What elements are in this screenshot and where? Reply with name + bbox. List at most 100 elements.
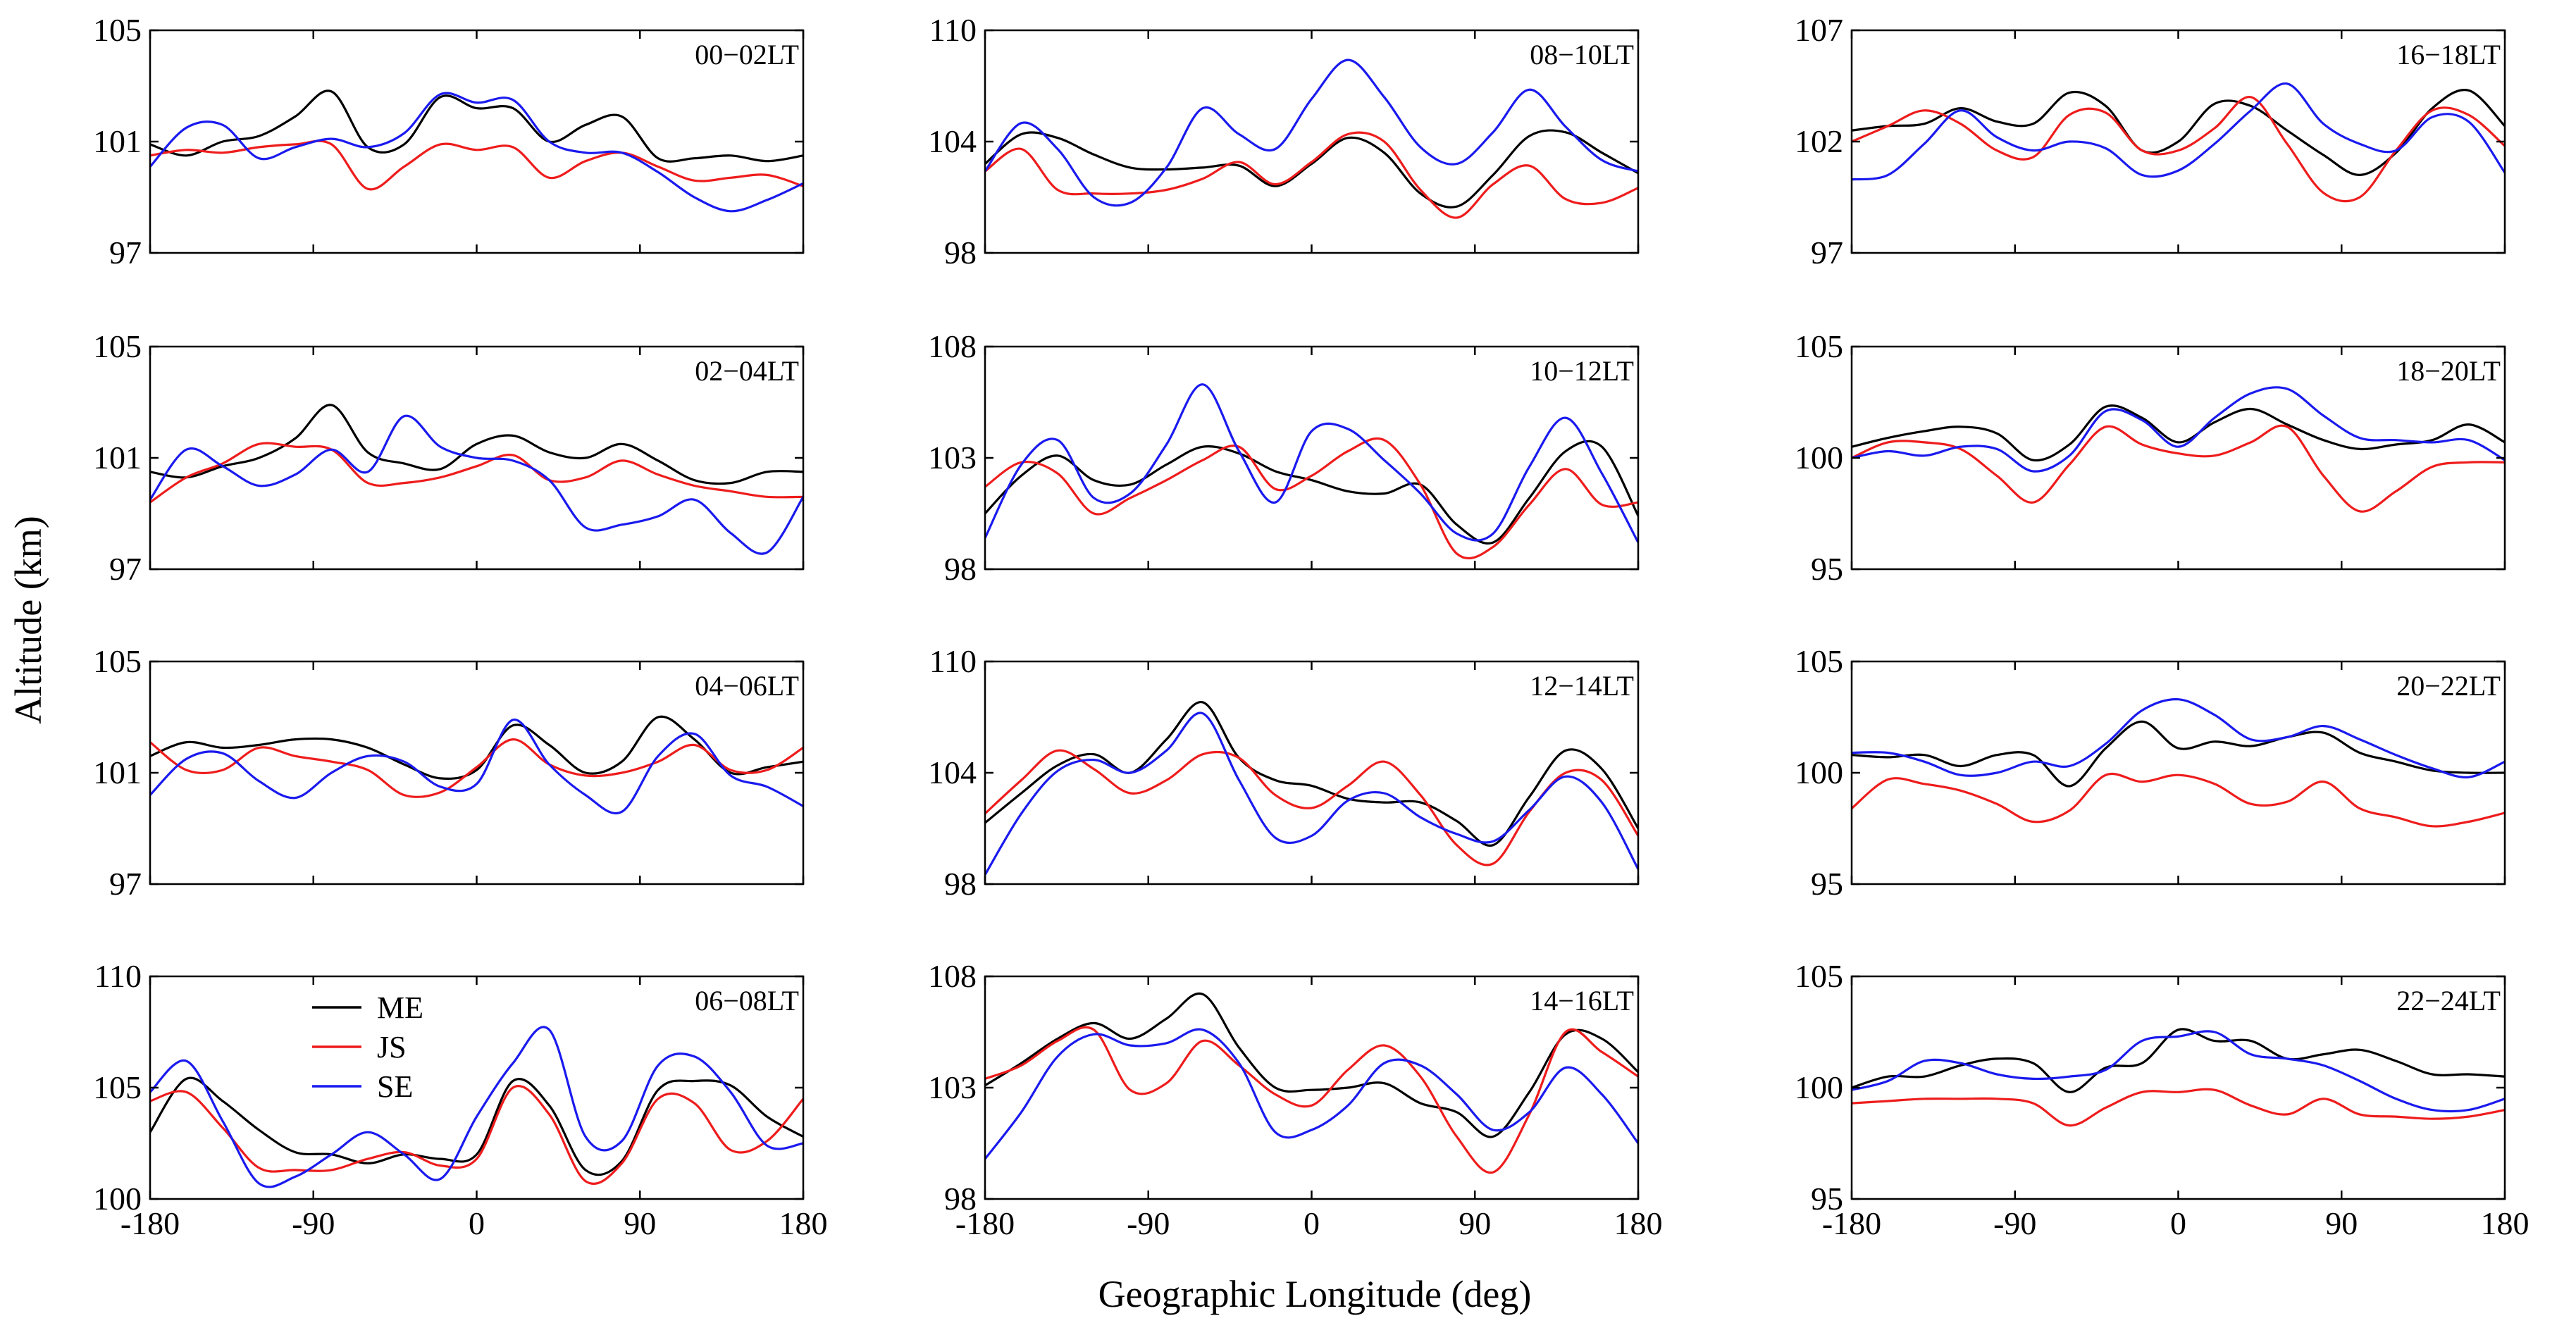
panel-p01: 97 101 105 02−04LT	[93, 328, 805, 587]
panel-label: 00−02LT	[695, 39, 799, 70]
series-line-se	[1852, 698, 2505, 779]
y-tick-label: 98	[944, 1181, 977, 1217]
series-line-js	[1852, 773, 2505, 828]
panel-p02: 97 101 105 04−06LT	[93, 643, 805, 902]
series-line-js	[1852, 96, 2505, 203]
series-line-se	[985, 1028, 1638, 1160]
series-line-me	[150, 89, 803, 163]
series-line-js	[985, 749, 1638, 866]
panel-series	[1852, 698, 2505, 828]
panel-p03: 100 105 110 -180 -90 0 90 180 06−08LT	[93, 958, 828, 1241]
y-tick-label: 105	[93, 328, 142, 364]
y-tick-label: 97	[109, 551, 142, 587]
panel-label: 12−14LT	[1530, 670, 1634, 702]
x-tick-label: 0	[2170, 1205, 2186, 1241]
series-line-se	[1852, 1030, 2505, 1113]
series-line-js	[150, 139, 803, 191]
y-tick-label: 110	[929, 643, 977, 679]
series-line-me	[985, 440, 1638, 545]
y-tick-label: 101	[93, 440, 142, 476]
panel-p22: 95 100 105 20−22LT	[1795, 643, 2506, 902]
y-tick-label: 100	[93, 1181, 142, 1217]
series-line-js	[150, 442, 803, 504]
x-tick-label: -90	[1993, 1205, 2036, 1241]
panel-series	[985, 58, 1638, 219]
series-line-me	[985, 992, 1638, 1138]
y-tick-label: 98	[944, 866, 977, 902]
x-tick-label: 0	[1304, 1205, 1320, 1241]
panel-label: 08−10LT	[1530, 39, 1634, 70]
y-tick-label: 110	[929, 12, 977, 48]
panel-p20: 97 102 107 16−18LT	[1795, 12, 2506, 271]
y-tick-label: 98	[944, 235, 977, 271]
panel-p21: 95 100 105 18−20LT	[1795, 328, 2506, 587]
y-axis-title: Altitude (km)	[7, 516, 49, 723]
panel-series	[150, 404, 803, 555]
series-line-js	[150, 1085, 803, 1186]
y-tick-label: 100	[1795, 440, 1843, 476]
panel-series	[985, 992, 1638, 1174]
panel-label: 10−12LT	[1530, 355, 1634, 387]
panel-label: 06−08LT	[695, 985, 799, 1017]
x-tick-label: 90	[2325, 1205, 2358, 1241]
y-tick-label: 105	[93, 643, 142, 679]
series-line-me	[150, 1076, 803, 1176]
panel-series	[985, 701, 1638, 876]
y-tick-label: 100	[1795, 754, 1843, 790]
series-line-me	[1852, 1028, 2505, 1093]
series-line-se	[1852, 386, 2505, 473]
x-tick-label: -180	[955, 1205, 1015, 1241]
panel-p12: 98 104 110 12−14LT	[928, 643, 1640, 902]
x-tick-label: 90	[1459, 1205, 1491, 1241]
x-tick-label: -180	[1822, 1205, 1881, 1241]
series-line-se	[985, 711, 1638, 876]
panel-label: 20−22LT	[2396, 670, 2501, 702]
y-tick-label: 105	[1795, 643, 1843, 679]
y-tick-label: 97	[109, 866, 142, 902]
x-tick-label: -90	[292, 1205, 335, 1241]
y-tick-label: 108	[928, 958, 977, 994]
panel-p23: 95 100 105 -180 -90 0 90 180 22−24LT	[1795, 958, 2529, 1241]
series-line-se	[1852, 82, 2505, 181]
y-tick-label: 105	[93, 1069, 142, 1105]
y-tick-label: 101	[93, 754, 142, 790]
legend: ME JS SE	[312, 990, 423, 1104]
panel-series	[1852, 82, 2505, 203]
panel-p10: 98 104 110 08−10LT	[928, 12, 1640, 271]
series-line-se	[150, 1026, 803, 1188]
panel-label: 22−24LT	[2396, 985, 2501, 1017]
y-tick-label: 103	[928, 440, 977, 476]
series-line-se	[985, 383, 1638, 543]
series-line-me	[150, 715, 803, 780]
y-tick-label: 104	[928, 123, 977, 159]
y-tick-label: 95	[1811, 1181, 1843, 1217]
y-tick-label: 105	[1795, 328, 1843, 364]
x-tick-label: 180	[1614, 1205, 1663, 1241]
series-line-js	[1852, 1088, 2505, 1127]
panel-p00: 97 101 105 00−02LT	[93, 12, 805, 271]
series-line-se	[150, 92, 803, 213]
panel-series	[1852, 386, 2505, 513]
y-tick-label: 101	[93, 123, 142, 159]
series-line-se	[150, 414, 803, 555]
panel-label: 02−04LT	[695, 355, 799, 387]
x-tick-label: 90	[624, 1205, 656, 1241]
legend-label-js: JS	[377, 1030, 407, 1064]
series-line-me	[1852, 88, 2505, 177]
series-line-me	[1852, 720, 2505, 788]
panel-p11: 98 103 108 10−12LT	[928, 328, 1640, 587]
x-tick-label: 180	[2481, 1205, 2529, 1241]
series-line-se	[150, 719, 803, 814]
x-axis-title: Geographic Longitude (deg)	[1098, 1273, 1532, 1315]
y-tick-label: 100	[1795, 1069, 1843, 1105]
y-tick-label: 105	[1795, 958, 1843, 994]
y-tick-label: 108	[928, 328, 977, 364]
y-tick-label: 97	[1811, 235, 1843, 271]
panel-label: 04−06LT	[695, 670, 799, 702]
y-tick-label: 104	[928, 754, 977, 790]
y-tick-label: 110	[94, 958, 142, 994]
series-line-js	[150, 738, 803, 799]
panel-series	[1852, 1028, 2505, 1127]
series-line-js	[1852, 424, 2505, 513]
series-line-me	[985, 129, 1638, 209]
